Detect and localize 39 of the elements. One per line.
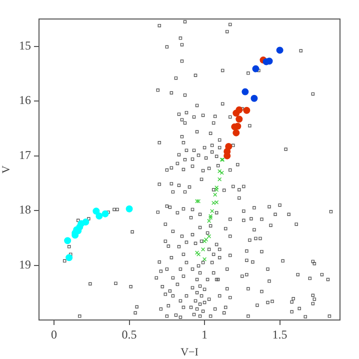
point <box>218 177 222 182</box>
x-tick-label: 0 <box>51 327 58 342</box>
point <box>243 106 250 114</box>
point <box>218 169 222 174</box>
point <box>64 237 72 244</box>
point <box>126 205 133 212</box>
point <box>194 199 200 204</box>
point <box>214 200 219 204</box>
point <box>220 170 224 175</box>
point <box>242 88 249 96</box>
x-tick-label: 1 <box>202 327 208 342</box>
point <box>196 252 201 256</box>
point <box>92 208 100 215</box>
point <box>204 238 208 242</box>
y-tick-label: 18 <box>19 202 31 217</box>
y-tick-label: 16 <box>19 93 31 108</box>
y-tick-label: 17 <box>19 148 31 162</box>
x-axis-title: V−I <box>180 346 199 358</box>
point <box>232 129 240 136</box>
point <box>102 210 109 218</box>
point <box>250 94 258 102</box>
y-axis-title: V <box>0 165 12 174</box>
x-tick-label: 1.5 <box>272 327 288 342</box>
y-tick-label: 15 <box>19 38 31 53</box>
point <box>276 46 284 54</box>
point <box>202 257 207 262</box>
point <box>202 239 207 244</box>
point <box>66 254 73 262</box>
point <box>201 247 206 252</box>
point <box>207 234 212 238</box>
point <box>196 199 201 204</box>
point <box>236 116 243 123</box>
point <box>96 212 103 220</box>
point <box>252 65 260 72</box>
point <box>212 200 216 205</box>
x-tick-label: 0.5 <box>122 327 137 342</box>
point <box>236 106 243 114</box>
point <box>194 250 200 255</box>
y-tick-label: 19 <box>19 257 31 272</box>
